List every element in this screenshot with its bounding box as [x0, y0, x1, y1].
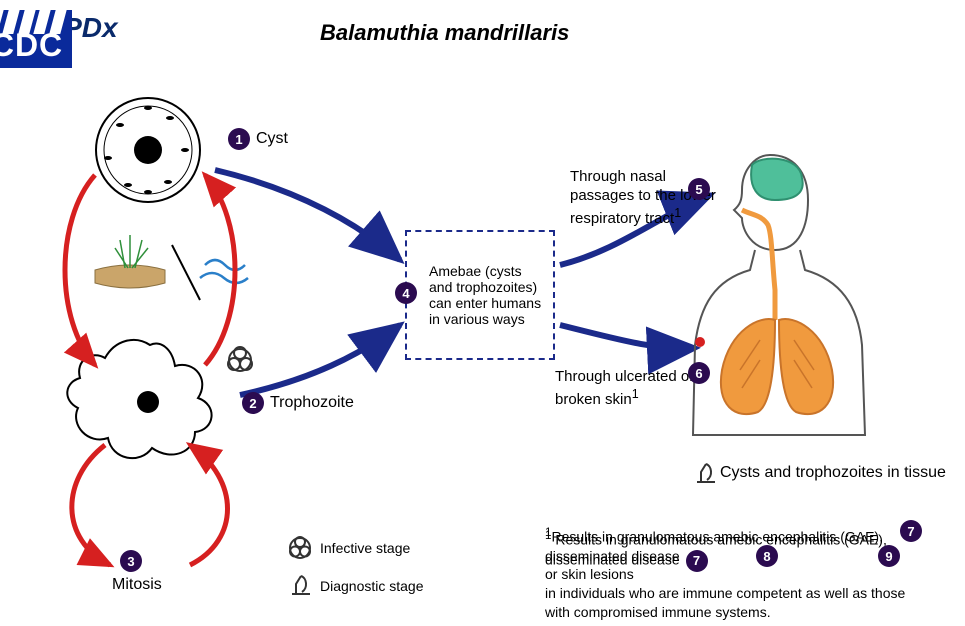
- footnote-text: 1Results in granulomatous amebic encepha…: [545, 525, 925, 622]
- page-title: Balamuthia mandrillaris: [320, 20, 569, 46]
- environment-illustration: [95, 235, 248, 300]
- trophozoite-illustration: [67, 340, 211, 458]
- badge-4: 4: [395, 282, 417, 304]
- route-skin: Through ulcerated or broken skin1: [555, 368, 705, 410]
- badge-1: 1: [228, 128, 250, 150]
- entry-box: 4 Amebae (cysts and trophozoites) can en…: [405, 230, 555, 360]
- microscope-legend-icon: [292, 576, 310, 594]
- badge-5: 5: [688, 178, 710, 200]
- biohazard-icon: [228, 347, 252, 371]
- trophozoite-label: Trophozoite: [270, 394, 354, 412]
- mitosis-label: Mitosis: [112, 576, 162, 594]
- entry-box-text: Amebae (cysts and trophozoites) can ente…: [429, 263, 545, 327]
- legend-diagnostic: Diagnostic stage: [320, 578, 424, 594]
- biohazard-legend-icon: [290, 537, 310, 558]
- badge-3: 3: [120, 550, 142, 572]
- legend-infective: Infective stage: [320, 540, 410, 556]
- badge-2: 2: [242, 392, 264, 414]
- badge-6: 6: [688, 362, 710, 384]
- cyst-illustration: [96, 98, 200, 202]
- tissue-label: Cysts and trophozoites in tissue: [720, 464, 946, 482]
- microscope-icon: [697, 464, 715, 482]
- cdc-logo: CDC: [0, 10, 72, 68]
- cyst-label: Cyst: [256, 130, 288, 148]
